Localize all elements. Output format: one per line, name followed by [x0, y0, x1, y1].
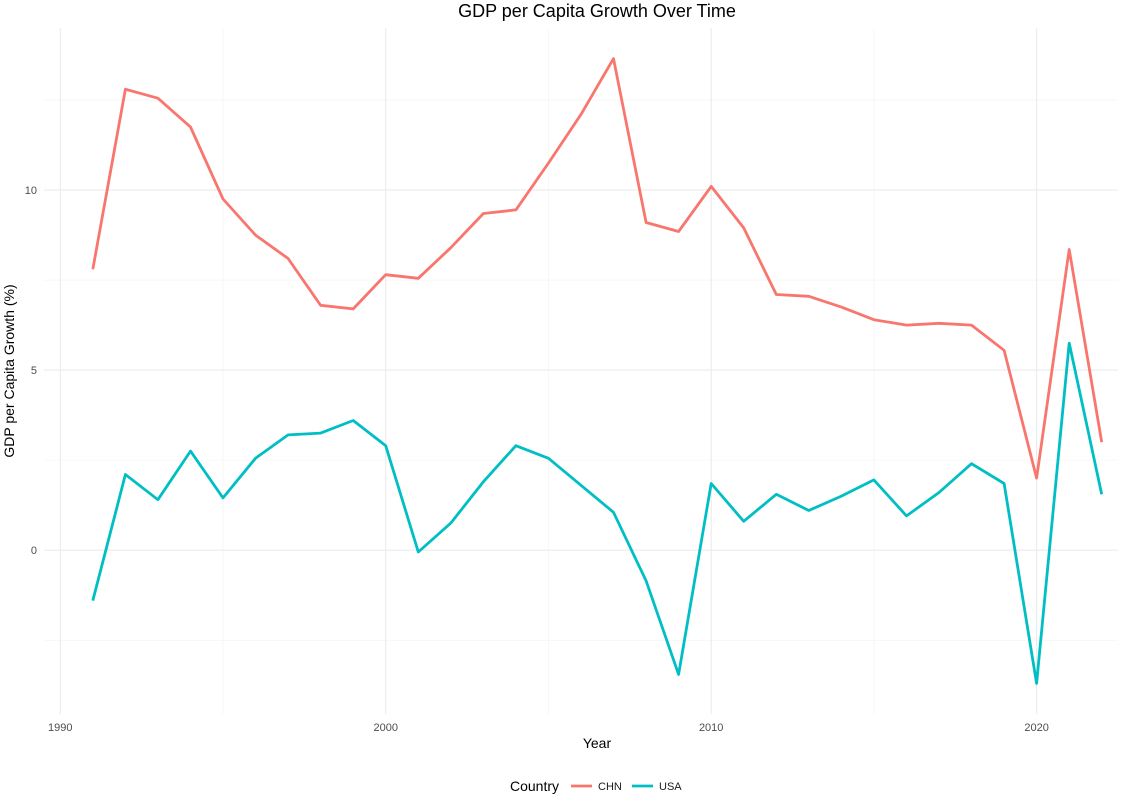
- legend-label-usa: USA: [659, 781, 682, 793]
- y-tick-label: 5: [31, 365, 37, 377]
- legend-title: Country: [510, 778, 559, 794]
- y-axis-title: GDP per Capita Growth (%): [1, 284, 17, 457]
- x-axis-title: Year: [583, 735, 612, 751]
- x-tick-label: 1990: [48, 722, 72, 734]
- y-tick-label: 10: [25, 185, 37, 197]
- chart-title: GDP per Capita Growth Over Time: [458, 1, 736, 21]
- x-tick-label: 2000: [373, 722, 397, 734]
- y-tick-label: 0: [31, 545, 37, 557]
- legend-label-chn: CHN: [598, 781, 622, 793]
- series-line-usa: [91, 341, 1104, 685]
- legend: Country CHN USA: [510, 778, 682, 794]
- series-line-chn: [91, 57, 1104, 480]
- x-tick-label: 2020: [1024, 722, 1048, 734]
- tick-labels: 1990 2000 2010 2020 0 5 10: [25, 185, 1049, 734]
- grid: [44, 28, 1118, 714]
- x-tick-label: 2010: [699, 722, 723, 734]
- series-lines: [91, 57, 1104, 685]
